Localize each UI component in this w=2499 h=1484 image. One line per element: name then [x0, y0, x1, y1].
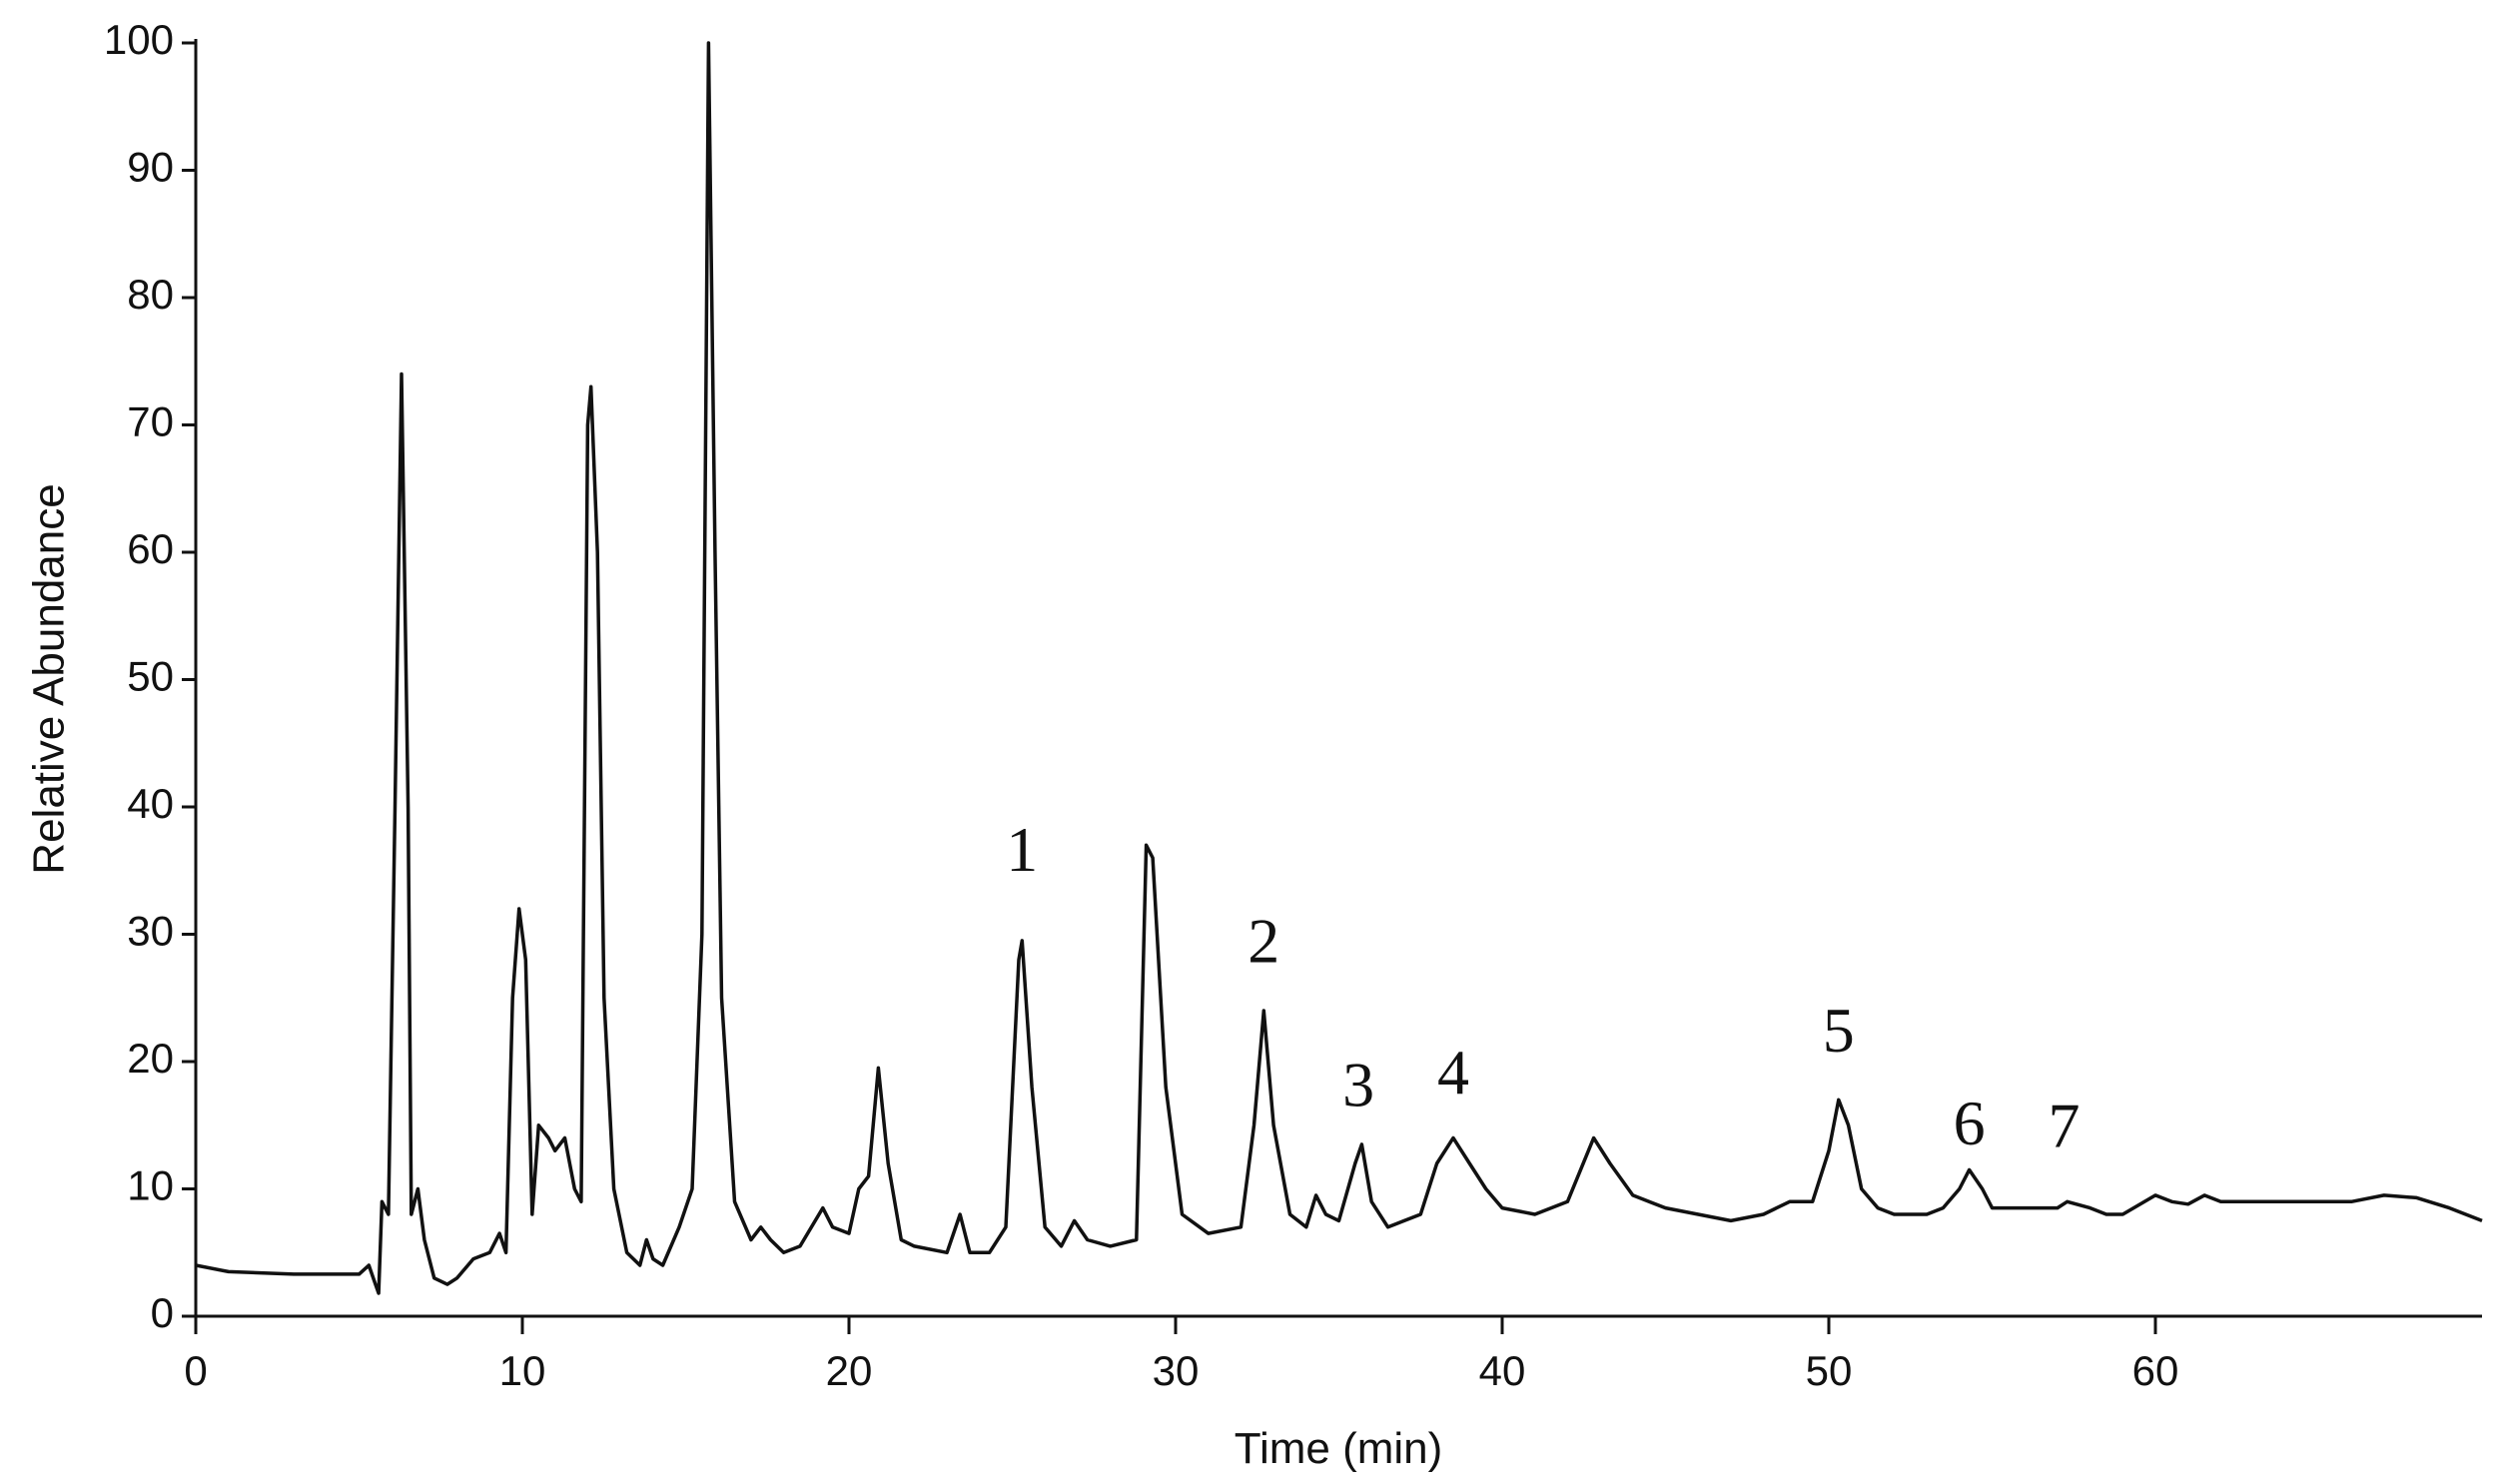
y-axis-title: Relative Abundance [25, 483, 74, 874]
x-tick-label: 60 [2132, 1347, 2179, 1394]
y-tick-label: 50 [127, 653, 174, 700]
y-tick-label: 30 [127, 908, 174, 955]
y-tick-label: 80 [127, 271, 174, 318]
x-tick-label: 50 [1806, 1347, 1853, 1394]
peak-label: 4 [1437, 1037, 1469, 1108]
x-tick-label: 30 [1153, 1347, 1200, 1394]
peak-label: 5 [1823, 995, 1855, 1066]
y-tick-label: 10 [127, 1162, 174, 1209]
x-tick-label: 20 [826, 1347, 873, 1394]
y-tick-label: 40 [127, 780, 174, 827]
x-tick-label: 40 [1479, 1347, 1526, 1394]
y-tick-label: 90 [127, 144, 174, 191]
y-tick-label: 20 [127, 1035, 174, 1082]
peak-label: 7 [2048, 1090, 2080, 1160]
y-tick-label: 100 [104, 16, 174, 63]
x-axis-title: Time (min) [1235, 1424, 1443, 1473]
y-tick-label: 70 [127, 398, 174, 445]
x-tick-label: 0 [184, 1347, 207, 1394]
y-tick-label: 60 [127, 525, 174, 572]
x-tick-label: 10 [499, 1347, 546, 1394]
peak-label: 2 [1248, 906, 1279, 977]
chromatogram-trace [195, 41, 2483, 1295]
peak-label: 3 [1342, 1050, 1374, 1120]
peak-label: 6 [1954, 1088, 1986, 1158]
peak-label: 1 [1006, 814, 1038, 885]
y-tick-label: 0 [151, 1289, 174, 1336]
